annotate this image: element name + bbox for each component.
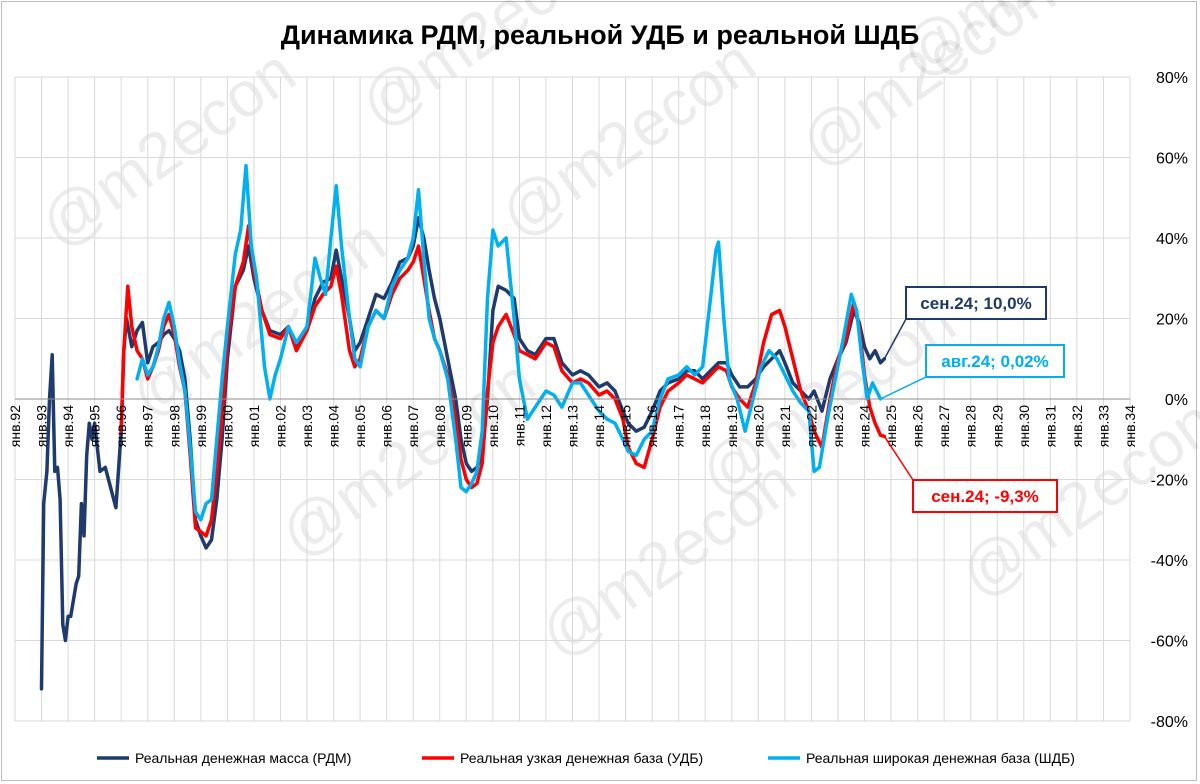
annotation-box xyxy=(925,344,1065,378)
x-tick-label: янв.01 xyxy=(246,405,262,447)
x-tick-label: янв.09 xyxy=(458,405,474,447)
series-layer xyxy=(39,163,887,691)
watermark-text: @m2econ xyxy=(487,25,768,252)
x-tick-label: янв.32 xyxy=(1069,405,1085,447)
legend-label: Реальная денежная масса (РДМ) xyxy=(135,750,351,766)
y-tick-label: -60% xyxy=(1151,634,1188,651)
x-tick-label: янв.92 xyxy=(7,405,23,447)
annotation-layer: сен.24; 10,0% авг.24; 0,02% сен.24; -9,3% xyxy=(880,286,1065,513)
x-tick-label: янв.15 xyxy=(618,405,634,447)
x-tick-label: янв.12 xyxy=(538,405,554,447)
x-tick-label: янв.10 xyxy=(485,405,501,447)
y-tick-label: 0% xyxy=(1165,392,1188,409)
x-tick-label: янв.00 xyxy=(219,405,235,447)
x-tick-label: янв.99 xyxy=(193,405,209,447)
x-tick-label: янв.34 xyxy=(1122,405,1138,447)
x-tick-label: янв.02 xyxy=(272,405,288,447)
legend: Реальная денежная масса (РДМ) Реальная уз… xyxy=(97,750,1075,766)
watermark-text: @m2econ xyxy=(527,445,808,672)
annotation-box xyxy=(912,479,1058,513)
x-tick-label: янв.23 xyxy=(830,405,846,447)
y-tick-label: 20% xyxy=(1156,312,1188,329)
y-tick-label: 80% xyxy=(1156,70,1188,87)
watermark-text: @m2econ xyxy=(887,0,1168,91)
x-tick-label: янв.98 xyxy=(166,405,182,447)
x-tick-label: янв.94 xyxy=(60,405,76,447)
annotation-leader xyxy=(880,376,927,400)
x-tick-label: янв.20 xyxy=(750,405,766,447)
x-tick-label: янв.16 xyxy=(644,405,660,447)
annotation-label: авг.24; 0,02% xyxy=(941,352,1049,371)
series-line-2 xyxy=(119,224,887,538)
x-tick-label: янв.05 xyxy=(352,405,368,447)
x-tick-label: янв.11 xyxy=(511,405,527,446)
annotation-leader xyxy=(883,318,907,360)
x-tick-label: янв.95 xyxy=(87,405,103,447)
y-tick-label: -20% xyxy=(1151,473,1188,490)
watermark-text: @m2econ xyxy=(27,35,308,262)
x-tick-label: янв.24 xyxy=(857,405,873,447)
x-tick-label: янв.07 xyxy=(405,405,421,447)
x-tick-label: янв.30 xyxy=(1016,405,1032,447)
annotation-box xyxy=(905,286,1047,320)
annotation-leader xyxy=(883,436,914,481)
x-tick-label: янв.26 xyxy=(910,405,926,447)
annotation-label: сен.24; -9,3% xyxy=(931,487,1039,506)
y-tick-label: 40% xyxy=(1156,231,1188,248)
x-tick-label: янв.14 xyxy=(591,405,607,447)
x-tick-label: янв.25 xyxy=(883,405,899,447)
x-tick-label: янв.06 xyxy=(379,405,395,447)
x-tick-label: янв.22 xyxy=(803,405,819,447)
x-tick-label: янв.27 xyxy=(936,405,952,447)
x-tick-label: янв.96 xyxy=(113,405,129,447)
x-tick-label: янв.21 xyxy=(777,405,793,447)
x-tick-label: янв.33 xyxy=(1095,405,1111,447)
x-axis: янв.92 янв.93 янв.94 янв.95 янв.96 янв.97 янв.… xyxy=(7,398,1138,447)
x-tick-label: янв.03 xyxy=(299,405,315,447)
annotation-label: сен.24; 10,0% xyxy=(920,294,1031,313)
chart-title: Динамика РДМ, реальной УДБ и реальной ШД… xyxy=(281,20,920,50)
x-tick-label: янв.97 xyxy=(140,405,156,447)
x-tick-label: янв.18 xyxy=(697,405,713,447)
x-tick-label: янв.93 xyxy=(34,405,50,447)
x-tick-label: янв.13 xyxy=(565,405,581,447)
legend-label: Реальная широкая денежная база (ШДБ) xyxy=(806,750,1075,766)
y-tick-label: -40% xyxy=(1151,553,1188,570)
series-line-3 xyxy=(135,163,883,522)
y-axis: 80% 60% 40% 20% 0% -20% -40% -60% -80% xyxy=(1151,70,1188,731)
x-tick-label: янв.29 xyxy=(989,405,1005,447)
y-tick-label: 60% xyxy=(1156,151,1188,168)
x-tick-label: янв.19 xyxy=(724,405,740,447)
watermark-text: @m2econ xyxy=(267,345,548,572)
x-tick-label: янв.17 xyxy=(671,405,687,447)
x-tick-label: янв.31 xyxy=(1042,405,1058,447)
y-tick-label: -80% xyxy=(1151,714,1188,731)
legend-label: Реальная узкая денежная база (УДБ) xyxy=(460,750,703,766)
x-tick-label: янв.04 xyxy=(326,405,342,447)
x-tick-label: янв.08 xyxy=(432,405,448,447)
x-tick-label: янв.28 xyxy=(963,405,979,447)
